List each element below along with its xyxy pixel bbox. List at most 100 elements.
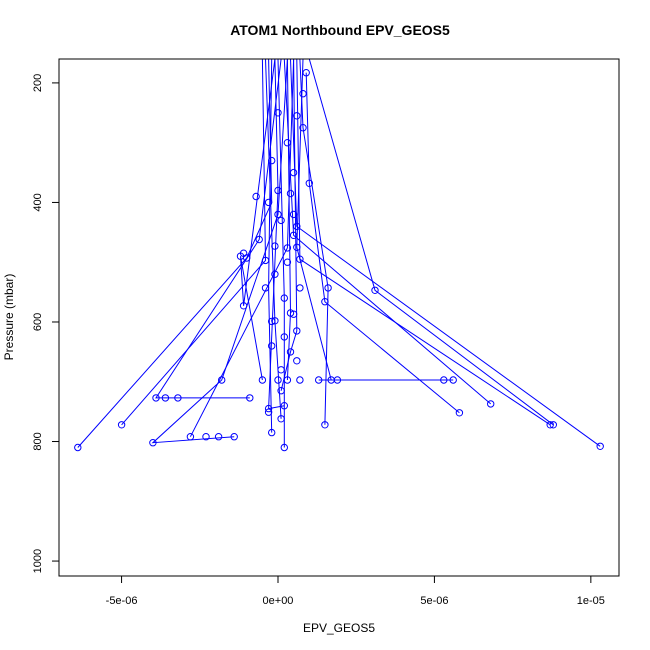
data-point-32 [277, 387, 285, 395]
y-axis: 200 400 600 800 1000 [32, 74, 60, 573]
profile-line-10 [290, 59, 601, 447]
data-point-60 [455, 409, 464, 417]
data-point-10 [230, 433, 238, 441]
data-point-73 [286, 189, 295, 198]
data-point-20 [261, 256, 270, 265]
data-point-11 [218, 376, 226, 384]
profile-line-8 [283, 59, 492, 405]
data-point-69 [283, 258, 292, 266]
data-point-77 [289, 168, 298, 177]
profile-line-19 [268, 59, 285, 410]
data-point-50 [305, 179, 313, 188]
data-point-25 [264, 198, 273, 207]
profile-line-1 [77, 59, 273, 448]
profile-line-5 [189, 59, 295, 437]
data-point-74 [268, 156, 276, 165]
data-point-33 [277, 415, 285, 423]
data-point-62 [546, 421, 554, 429]
data-point-16 [246, 394, 254, 402]
data-point-28 [271, 242, 279, 250]
profile-line-15 [277, 59, 285, 448]
y-axis-label: Pressure (mbar) [2, 274, 16, 361]
y-tick-label-4: 800 [32, 432, 44, 450]
data-point-80 [293, 357, 301, 365]
data-point-26 [268, 317, 276, 326]
x-tick-label-3: 5e-06 [420, 595, 448, 607]
data-point-78 [280, 333, 288, 341]
data-point-56 [333, 376, 342, 384]
data-point-30 [274, 186, 282, 195]
y-tick-label-3: 600 [32, 313, 44, 331]
data-point-8 [202, 433, 210, 441]
data-point-23 [264, 408, 273, 416]
data-point-59 [449, 376, 457, 384]
data-point-4 [152, 394, 160, 402]
data-point-46 [293, 112, 301, 120]
profile-line-13 [299, 59, 329, 425]
y-tick-label-1: 200 [32, 74, 44, 92]
data-point-3 [149, 439, 157, 447]
data-point-48 [299, 124, 307, 132]
data-point-42 [296, 255, 304, 263]
y-tick-label-2: 400 [32, 193, 44, 211]
x-axis: -5e-06 0e+00 5e-06 1e-05 [106, 575, 605, 607]
data-point-29 [274, 376, 282, 384]
data-point-24 [268, 428, 276, 437]
data-point-51 [315, 376, 323, 384]
chart-title: ATOM1 Northbound EPV_GEOS5 [230, 22, 450, 38]
data-point-58 [440, 376, 448, 384]
data-point-71 [280, 294, 288, 302]
data-point-57 [371, 286, 379, 294]
data-point-76 [274, 109, 282, 117]
profile-line-2 [121, 59, 267, 426]
x-tick-label-4: 1e-05 [577, 595, 605, 607]
profile-line-11 [305, 72, 460, 414]
data-point-63 [549, 421, 557, 429]
data-point-45 [296, 284, 304, 292]
profile-line-9 [296, 59, 551, 426]
data-point-21 [261, 284, 270, 292]
data-point-47 [299, 90, 307, 98]
data-point-1 [74, 443, 82, 452]
profile-line-12 [308, 59, 554, 426]
data-point-15 [239, 249, 248, 257]
profile-line-18 [280, 59, 298, 391]
data-point-43 [293, 327, 301, 335]
data-point-36 [280, 443, 288, 452]
data-point-75 [283, 139, 292, 147]
data-point-27 [271, 317, 279, 325]
data-point-22 [264, 404, 273, 413]
x-axis-label: EPV_GEOS5 [303, 621, 375, 635]
data-point-19 [258, 376, 267, 384]
data-point-53 [321, 298, 329, 306]
data-point-40 [289, 231, 298, 240]
data-point-39 [289, 310, 298, 318]
data-point-54 [324, 284, 332, 292]
data-point-7 [186, 433, 195, 441]
x-tick-label-2: 0e+00 [263, 595, 294, 607]
data-point-18 [255, 235, 263, 244]
data-point-64 [596, 442, 604, 450]
y-tick-label-5: 1000 [32, 549, 44, 573]
data-point-2 [117, 421, 126, 429]
data-point-41 [293, 243, 301, 252]
profile-line-6 [240, 59, 276, 381]
data-point-61 [487, 400, 495, 408]
data-point-31 [274, 210, 282, 219]
x-tick-label-1: -5e-06 [106, 595, 138, 607]
data-point-52 [321, 421, 329, 429]
data-point-79 [277, 366, 285, 374]
data-point-12 [239, 302, 248, 310]
data-point-49 [302, 69, 310, 77]
data-point-9 [214, 433, 223, 441]
data-point-66 [268, 342, 276, 350]
data-point-44 [296, 376, 304, 384]
data-point-68 [277, 216, 285, 225]
data-point-37 [283, 244, 292, 252]
data-point-72 [293, 222, 301, 231]
data-point-34 [280, 402, 288, 410]
data-point-6 [174, 394, 182, 402]
data-point-67 [289, 210, 298, 219]
data-point-70 [271, 270, 279, 278]
